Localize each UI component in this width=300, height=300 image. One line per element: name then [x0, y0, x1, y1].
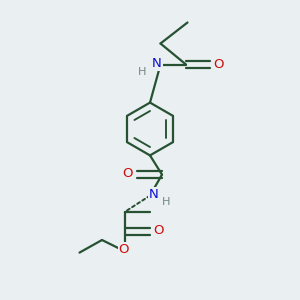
Text: O: O: [122, 167, 133, 180]
Text: O: O: [153, 224, 164, 238]
Text: N: N: [149, 188, 159, 201]
Text: H: H: [162, 197, 171, 207]
Text: O: O: [119, 243, 129, 256]
Text: H: H: [138, 67, 146, 77]
Text: O: O: [213, 58, 224, 71]
Text: N: N: [152, 57, 161, 70]
